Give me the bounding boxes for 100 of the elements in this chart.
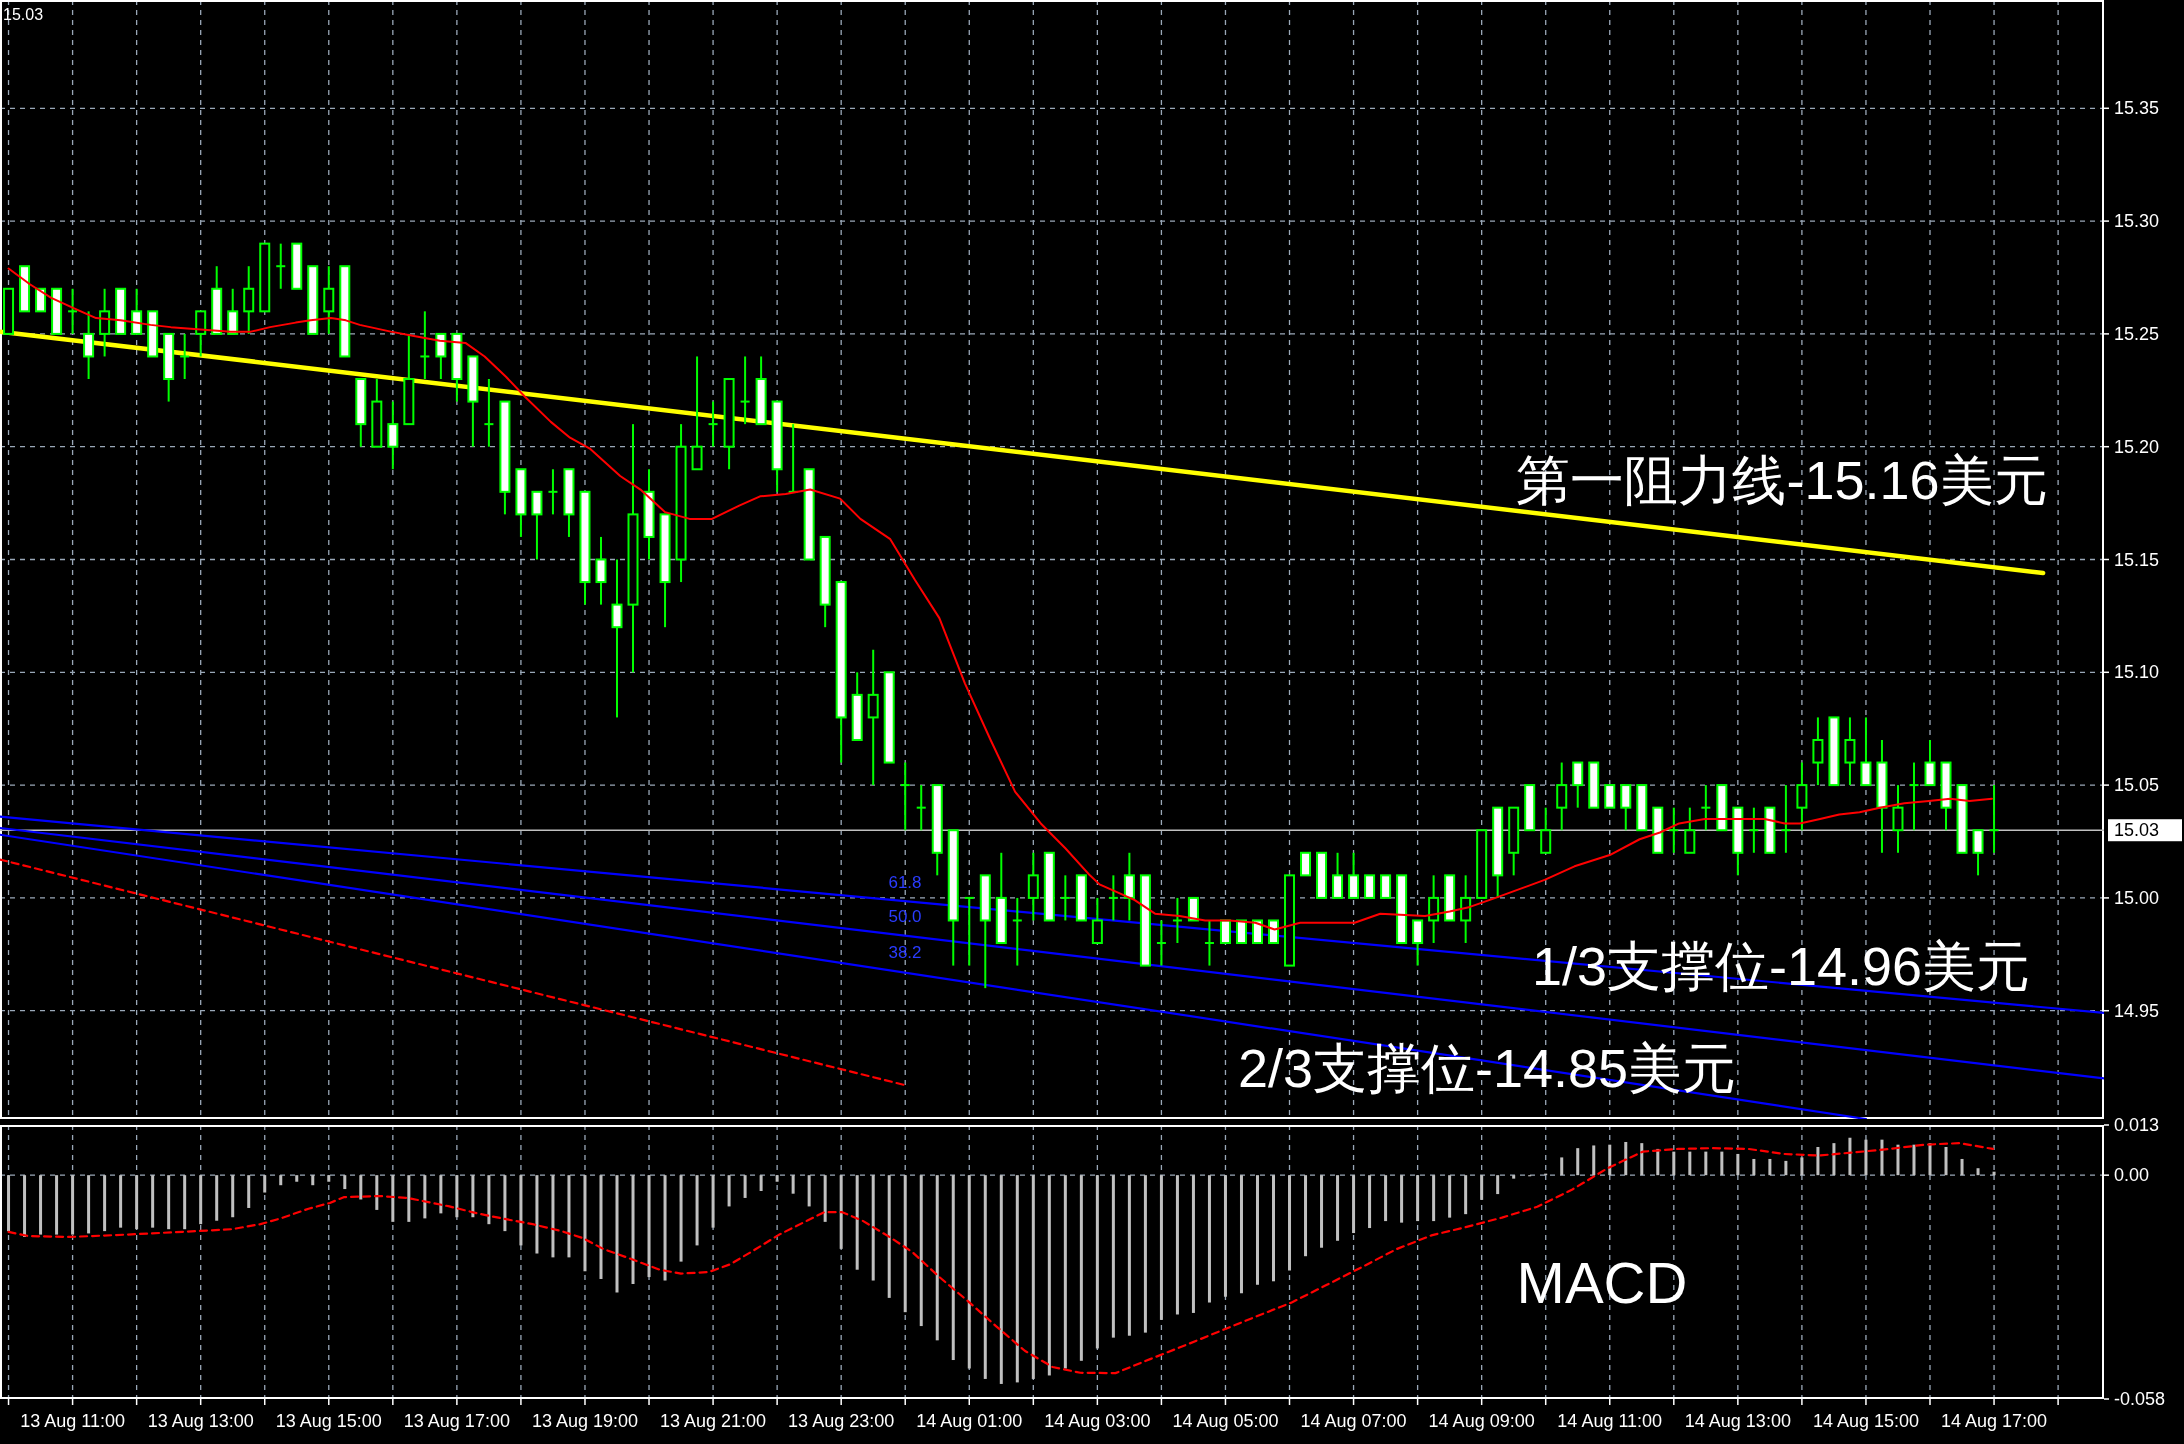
bar <box>1416 1175 1420 1222</box>
x-tick-label: 14 Aug 17:00 <box>1941 1411 2048 1431</box>
bar <box>1608 1144 1612 1176</box>
bar <box>263 1175 267 1193</box>
bar <box>1736 1153 1740 1176</box>
bar <box>1672 1151 1676 1176</box>
bar <box>39 1175 43 1235</box>
bar <box>183 1175 187 1230</box>
bar <box>23 1175 27 1237</box>
bar <box>919 1175 923 1327</box>
x-tick-label: 14 Aug 07:00 <box>1300 1411 1407 1431</box>
bar <box>135 1175 139 1230</box>
bar <box>1352 1175 1356 1234</box>
bar <box>1031 1175 1035 1379</box>
bar <box>1720 1151 1724 1176</box>
x-tick-label: 14 Aug 05:00 <box>1172 1411 1279 1431</box>
bar <box>1912 1144 1916 1176</box>
ref-line-label: 15.03 <box>2114 820 2160 841</box>
bar <box>55 1175 59 1235</box>
y-tick-label: 15.20 <box>2114 436 2160 457</box>
bar <box>423 1175 427 1219</box>
bar <box>1928 1143 1932 1176</box>
annotation: MACD <box>1516 1249 1688 1315</box>
bar <box>727 1175 731 1207</box>
bar <box>359 1175 363 1200</box>
bar <box>615 1175 619 1293</box>
bar <box>439 1175 443 1214</box>
bar <box>599 1175 603 1279</box>
bar <box>647 1175 651 1278</box>
x-tick-label: 13 Aug 23:00 <box>788 1411 895 1431</box>
y-tick-label: 15.10 <box>2114 662 2160 683</box>
bar <box>807 1175 811 1207</box>
bar <box>983 1175 987 1379</box>
bar <box>1304 1175 1308 1257</box>
bar <box>1512 1175 1516 1179</box>
bar <box>151 1175 155 1228</box>
bar <box>1191 1175 1195 1313</box>
bar <box>1480 1175 1484 1200</box>
bar <box>1592 1145 1596 1176</box>
bar <box>1800 1157 1804 1176</box>
y-tick-label: 0.013 <box>2114 1115 2160 1135</box>
x-tick-label: 13 Aug 13:00 <box>147 1411 254 1431</box>
bar <box>455 1175 459 1218</box>
bar <box>1560 1157 1564 1176</box>
bar <box>1272 1175 1275 1282</box>
bar <box>743 1175 747 1198</box>
bar <box>247 1175 251 1208</box>
bar <box>679 1175 683 1262</box>
bar <box>839 1175 843 1249</box>
y-tick-label: 15.35 <box>2114 98 2160 119</box>
bar <box>407 1175 411 1222</box>
bar <box>967 1175 971 1369</box>
bar <box>567 1175 571 1258</box>
bar <box>1848 1137 1852 1176</box>
bar <box>1880 1139 1884 1176</box>
bar <box>1255 1175 1259 1285</box>
bar <box>343 1175 347 1190</box>
bar <box>775 1175 779 1182</box>
bar <box>1095 1175 1099 1349</box>
x-tick-label: 13 Aug 15:00 <box>275 1411 382 1431</box>
bar <box>1111 1175 1115 1338</box>
bar <box>1752 1158 1756 1176</box>
bar <box>1688 1151 1692 1176</box>
bar <box>1992 1171 1996 1176</box>
bar <box>1223 1175 1227 1297</box>
bar <box>1864 1139 1868 1176</box>
bar <box>535 1175 539 1254</box>
bar <box>1496 1175 1500 1195</box>
bar <box>1079 1175 1083 1361</box>
x-tick-label: 14 Aug 09:00 <box>1428 1411 1535 1431</box>
y-tick-label: 15.25 <box>2114 323 2160 344</box>
bar <box>1320 1175 1324 1248</box>
bar <box>1576 1148 1580 1176</box>
bar <box>87 1175 91 1234</box>
annotation: 第一阻力线-15.16美元 <box>1516 450 2048 510</box>
bar <box>711 1175 715 1228</box>
bar <box>1464 1175 1468 1215</box>
bar <box>471 1175 475 1218</box>
bar <box>999 1175 1003 1384</box>
x-tick-label: 13 Aug 21:00 <box>660 1411 767 1431</box>
bar <box>1159 1175 1163 1320</box>
bar <box>631 1175 635 1284</box>
bar <box>7 1175 11 1232</box>
bar <box>551 1175 555 1258</box>
bar <box>519 1175 523 1246</box>
x-tick-label: 14 Aug 13:00 <box>1684 1411 1791 1431</box>
bar <box>855 1175 859 1270</box>
bar <box>887 1175 891 1298</box>
bar <box>583 1175 587 1272</box>
bar <box>1207 1175 1211 1303</box>
bar <box>199 1175 203 1225</box>
bar <box>1960 1158 1964 1176</box>
bar <box>295 1175 299 1182</box>
bar <box>1784 1160 1788 1176</box>
bar <box>1448 1175 1452 1218</box>
y-tick-label: -0.058 <box>2114 1389 2166 1409</box>
bar <box>1015 1175 1019 1383</box>
bar <box>759 1175 763 1191</box>
bar <box>1976 1168 1980 1176</box>
annotation: 61.8 <box>888 872 922 892</box>
